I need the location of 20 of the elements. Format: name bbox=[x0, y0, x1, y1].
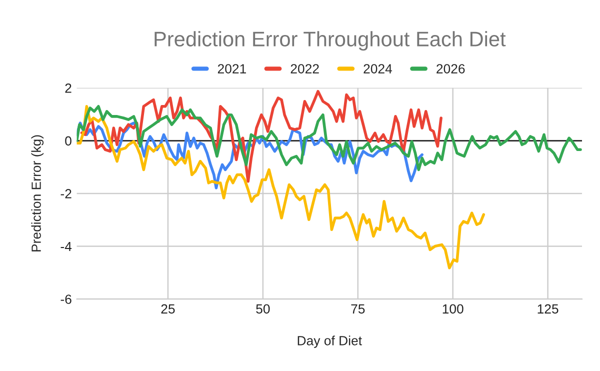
x-tick-label: 125 bbox=[538, 304, 558, 314]
legend-label: 2024 bbox=[364, 64, 392, 74]
x-tick-label: 75 bbox=[351, 304, 365, 314]
y-tick-label: -2 bbox=[60, 189, 72, 198]
legend-label: 2021 bbox=[218, 64, 246, 74]
y-tick-label: 0 bbox=[65, 136, 72, 146]
line-series bbox=[76, 105, 486, 270]
line-series bbox=[76, 105, 582, 172]
y-tick-label: -6 bbox=[60, 294, 72, 304]
y-tick-label: 2 bbox=[65, 83, 72, 93]
y-axis-title: Prediction Error (kg) bbox=[31, 135, 44, 252]
legend-label: 2022 bbox=[290, 64, 319, 74]
chart-title: Prediction Error Throughout Each Diet bbox=[154, 31, 506, 51]
x-tick-label: 50 bbox=[256, 304, 270, 314]
x-axis-title: Day of Diet bbox=[298, 336, 362, 348]
x-tick-label: 100 bbox=[442, 304, 464, 314]
line-series bbox=[80, 90, 442, 183]
legend-label: 2026 bbox=[436, 64, 465, 74]
y-tick-label: -4 bbox=[60, 242, 72, 252]
x-tick-label: 25 bbox=[161, 304, 175, 314]
